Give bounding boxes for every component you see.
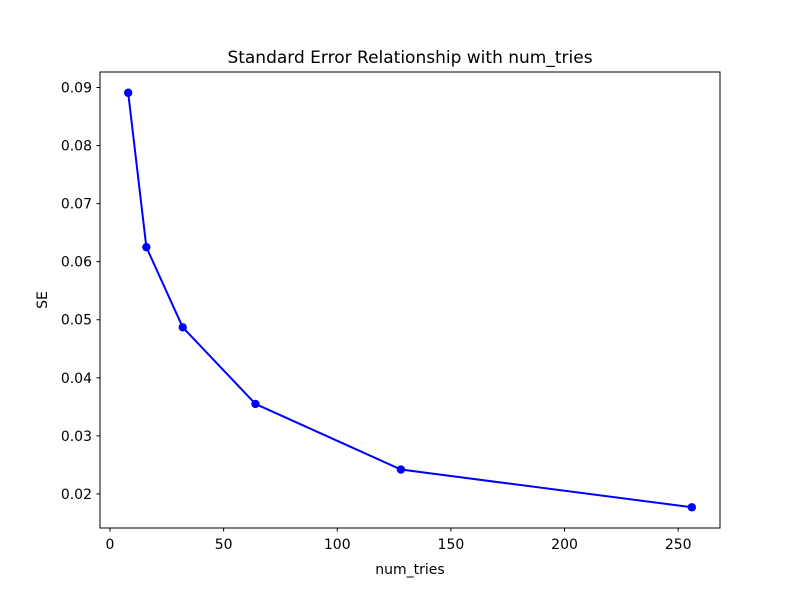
x-tick-label: 50 bbox=[215, 537, 233, 553]
chart-title: Standard Error Relationship with num_tri… bbox=[227, 48, 592, 68]
data-point-marker bbox=[251, 399, 260, 409]
x-tick-label: 100 bbox=[324, 537, 351, 553]
y-tick-label: 0.03 bbox=[61, 429, 92, 445]
data-point-marker bbox=[396, 465, 406, 474]
x-tick-label: 250 bbox=[665, 537, 692, 553]
y-tick-label: 0.08 bbox=[61, 139, 92, 155]
x-axis-label: num_tries bbox=[375, 562, 444, 578]
series-line bbox=[127, 91, 693, 509]
y-tick-label: 0.02 bbox=[61, 487, 92, 503]
x-tick-label: 0 bbox=[106, 537, 115, 553]
x-tick-label: 150 bbox=[438, 537, 465, 553]
y-axis-ticks: 0.02 0.03 0.04 0.05 0.06 0.07 0.08 0.09 bbox=[61, 81, 100, 503]
y-tick-label: 0.05 bbox=[61, 313, 92, 329]
data-point-marker bbox=[178, 323, 187, 332]
x-axis-ticks: 0 50 100 150 200 250 bbox=[106, 528, 692, 553]
y-tick-label: 0.04 bbox=[61, 371, 92, 387]
y-tick-label: 0.09 bbox=[61, 81, 92, 97]
x-tick-label: 200 bbox=[551, 537, 578, 553]
data-point-marker bbox=[687, 503, 697, 512]
y-tick-label: 0.06 bbox=[61, 255, 92, 271]
y-axis-label: SE bbox=[35, 291, 51, 309]
data-series bbox=[123, 88, 697, 512]
data-point-marker bbox=[123, 88, 133, 97]
data-point-marker bbox=[142, 242, 151, 252]
plot-area bbox=[99, 71, 721, 529]
y-tick-label: 0.07 bbox=[61, 197, 92, 213]
